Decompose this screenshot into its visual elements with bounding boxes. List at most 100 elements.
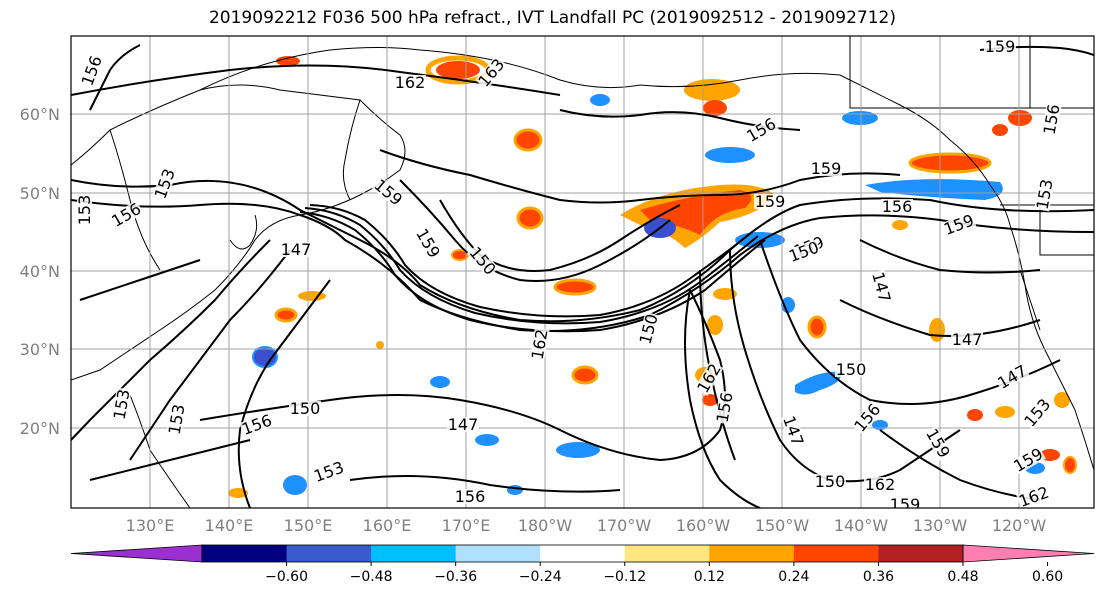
negative-anomaly-patch <box>556 442 600 458</box>
longitude-label: 140°E <box>205 516 254 535</box>
colorbar-high-extension <box>962 544 1095 563</box>
latitude-label: 20°N <box>20 419 60 438</box>
colorbar-tick-label: −0.48 <box>350 569 393 585</box>
contour-label-halo <box>851 400 884 435</box>
contour-label-halo <box>814 474 846 489</box>
contour-label: 156 <box>743 114 779 146</box>
longitude-label: 170°E <box>442 516 491 535</box>
contour-label-halo <box>869 269 893 305</box>
contour-label-halo <box>447 417 479 432</box>
contour-label-halo <box>1016 484 1052 508</box>
contour-label-halo <box>454 489 486 504</box>
contour-label-text: 156 <box>882 197 913 216</box>
negative-anomaly-patch <box>283 475 307 495</box>
contour-label-halo <box>394 75 426 90</box>
contour-label: 159 <box>810 159 842 178</box>
map-title: 2019092212 F036 500 hPa refract., IVT La… <box>208 8 896 28</box>
latitude-label: 40°N <box>20 262 60 281</box>
latitude-label: 60°N <box>20 105 60 124</box>
colorbar-segment <box>878 545 964 562</box>
contour-label-halo <box>889 497 921 508</box>
contour-label: 153 <box>1033 177 1057 212</box>
contour-label: 156 <box>881 197 913 216</box>
colorbar-tick-label: −0.60 <box>265 569 308 585</box>
contour-label: 159 <box>984 37 1016 56</box>
colorbar-tick-label: 0.24 <box>778 569 809 585</box>
colorbar-tick-label: −0.24 <box>519 569 562 585</box>
colorbar-tick-label: 0.60 <box>1032 569 1063 585</box>
contour-label-halo <box>780 413 806 449</box>
longitude-label: 120°W <box>992 516 1047 535</box>
positive-anomaly-patch <box>702 394 718 406</box>
contour-label: 159 <box>754 192 786 211</box>
contour-label-text: 156 <box>455 487 486 506</box>
contour-label-halo <box>239 412 275 438</box>
contour-label-halo <box>1034 177 1055 212</box>
positive-anomaly-patch <box>436 61 480 79</box>
contour-label-text: 159 <box>890 495 921 514</box>
contour-label-halo <box>810 161 842 176</box>
contour-label-text: 150 <box>836 360 867 379</box>
negative-anomaly-patch <box>781 297 795 313</box>
contour-label-halo <box>637 311 661 347</box>
positive-anomaly-patch <box>553 278 597 296</box>
contour-label-halo <box>529 327 550 362</box>
contour-label: 150 <box>835 360 867 379</box>
colorbar-tick-label: 0.36 <box>863 569 894 585</box>
contour-label-halo <box>994 362 1030 392</box>
contour-label-halo <box>1041 102 1062 137</box>
contour-label-halo <box>786 239 822 265</box>
coastlines <box>71 36 1094 508</box>
contour-label-halo <box>743 115 779 145</box>
height-contours <box>71 44 1094 508</box>
contour-label-text: 153 <box>75 195 94 226</box>
latitude-label: 30°N <box>20 340 60 359</box>
positive-anomaly-patch <box>807 315 827 339</box>
contour-label-halo <box>466 243 499 278</box>
contour-label-text: 162 <box>395 73 426 92</box>
contour-label: 162 <box>528 327 552 362</box>
contour-label-halo <box>984 39 1016 54</box>
contour-label-halo <box>864 477 896 492</box>
contour-label-halo <box>289 401 321 416</box>
contour-label: 153 <box>75 194 94 226</box>
contour-label-halo <box>280 242 312 257</box>
contour-label-text: 159 <box>985 37 1016 56</box>
positive-anomaly-patch <box>703 100 727 116</box>
contour-label-halo <box>79 53 105 89</box>
longitude-label: 170°W <box>597 516 652 535</box>
negative-anomaly-patch <box>475 434 499 446</box>
positive-anomaly-patch <box>640 190 752 235</box>
positive-anomaly-patch <box>513 128 543 152</box>
positive-anomaly-patch <box>684 79 740 101</box>
positive-anomaly-patch <box>274 307 298 323</box>
negative-anomaly-patch <box>590 94 610 106</box>
colorbar-low-extension <box>70 544 203 563</box>
negative-anomaly-patch <box>430 376 450 388</box>
colorbar-tick-label: 0.48 <box>947 569 978 585</box>
contour-label-halo <box>941 212 977 238</box>
positive-anomaly-patch <box>892 220 908 230</box>
longitude-label: 180°W <box>518 516 573 535</box>
positive-anomaly-patch <box>908 152 992 174</box>
contour-label-text: 147 <box>952 330 983 349</box>
contour-label-halo <box>881 199 913 214</box>
positive-anomaly-patch <box>1054 392 1070 408</box>
contour-label: 153 <box>165 402 189 437</box>
colorbar-segment <box>455 545 541 562</box>
positive-anomaly-patch <box>992 124 1008 136</box>
contour-label: 162 <box>864 475 896 494</box>
contour-label-halo <box>1021 395 1054 430</box>
latitude-label: 50°N <box>20 184 60 203</box>
colorbar-tick-label: −0.36 <box>434 569 477 585</box>
contour-label: 162 <box>394 73 426 92</box>
contour-label-halo <box>77 194 92 226</box>
longitude-label: 140°W <box>834 516 889 535</box>
contour-label-halo <box>951 332 983 347</box>
colorbar-segment <box>624 545 710 562</box>
positive-anomaly-patch <box>713 288 737 300</box>
contour-label-halo <box>413 225 443 261</box>
contour-label-halo <box>694 360 724 396</box>
longitude-label: 130°W <box>913 516 968 535</box>
negative-anomaly-patch <box>795 371 841 395</box>
